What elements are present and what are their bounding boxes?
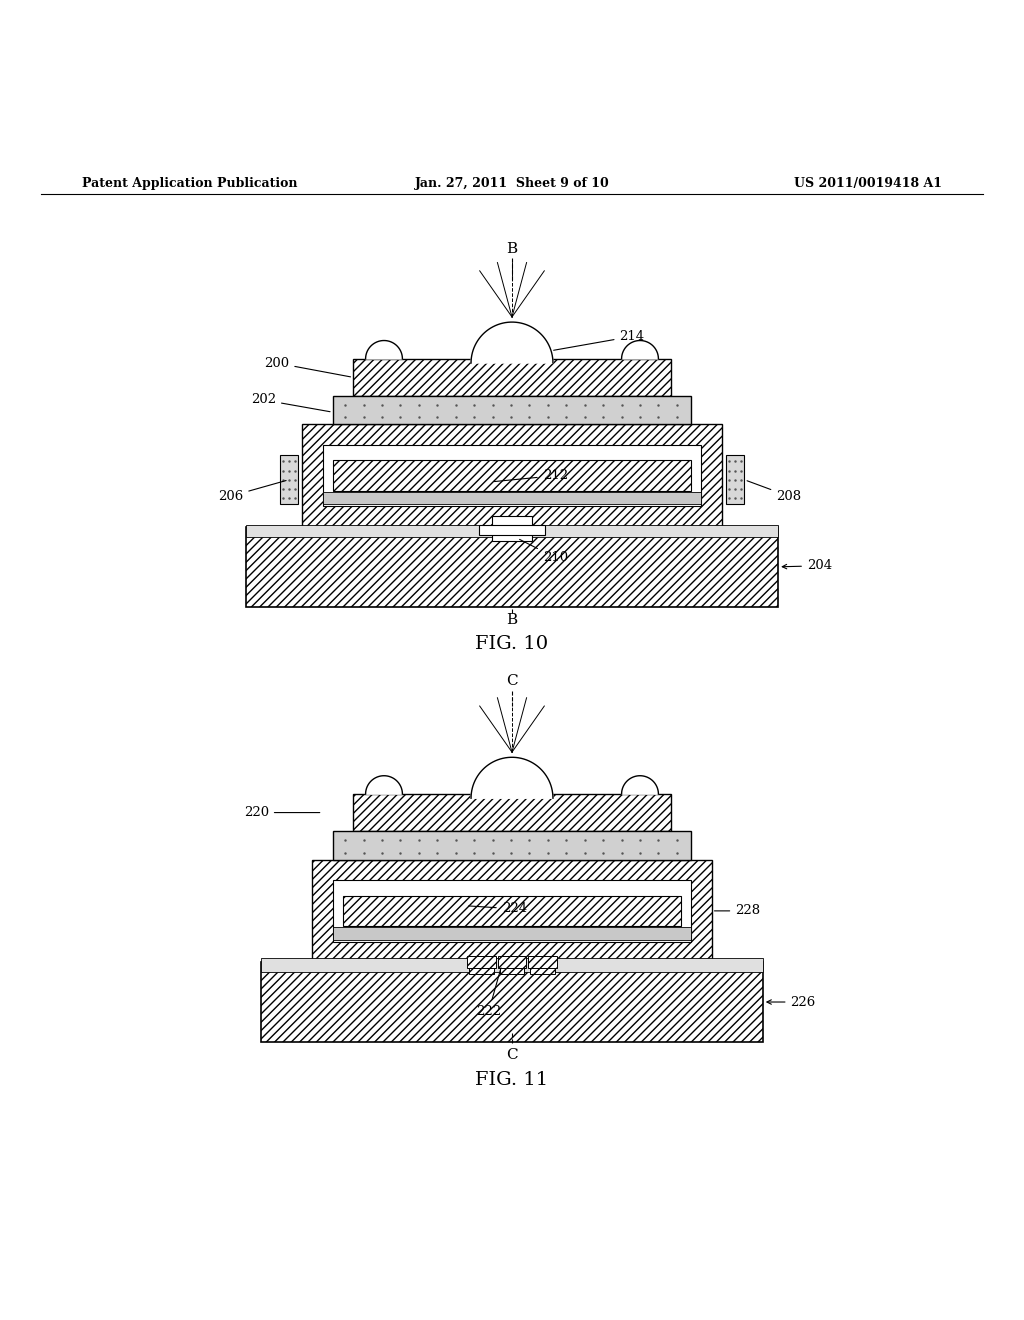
- Bar: [323, 445, 701, 507]
- Text: Patent Application Publication: Patent Application Publication: [82, 177, 297, 190]
- Bar: [333, 396, 691, 425]
- Text: B: B: [507, 242, 517, 256]
- Text: 228: 228: [715, 904, 761, 917]
- Polygon shape: [471, 758, 553, 799]
- Text: 224: 224: [469, 903, 527, 915]
- Text: 220: 220: [244, 807, 319, 820]
- Text: FIG. 10: FIG. 10: [475, 635, 549, 653]
- Bar: [343, 895, 681, 927]
- Bar: [498, 956, 526, 969]
- Bar: [479, 525, 545, 535]
- Text: Jan. 27, 2011  Sheet 9 of 10: Jan. 27, 2011 Sheet 9 of 10: [415, 177, 609, 190]
- Bar: [261, 962, 763, 1041]
- Text: 200: 200: [264, 356, 350, 378]
- Bar: [353, 359, 671, 396]
- Text: FIG. 11: FIG. 11: [475, 1071, 549, 1089]
- Bar: [261, 958, 763, 973]
- Text: 226: 226: [767, 995, 816, 1008]
- Bar: [528, 956, 557, 969]
- Text: 208: 208: [748, 480, 802, 503]
- Text: 202: 202: [251, 393, 330, 412]
- Bar: [302, 425, 722, 527]
- Polygon shape: [622, 776, 658, 795]
- Text: 210: 210: [519, 540, 568, 564]
- Polygon shape: [622, 341, 658, 359]
- Polygon shape: [366, 776, 402, 795]
- Text: C: C: [506, 673, 518, 688]
- Bar: [333, 461, 691, 491]
- Text: 204: 204: [782, 560, 833, 573]
- Bar: [246, 527, 778, 607]
- Bar: [469, 956, 494, 974]
- Bar: [333, 832, 691, 859]
- Bar: [246, 525, 778, 537]
- Text: 206: 206: [218, 480, 286, 503]
- Text: US 2011/0019418 A1: US 2011/0019418 A1: [794, 177, 942, 190]
- Polygon shape: [366, 341, 402, 359]
- Text: 222: 222: [476, 968, 502, 1018]
- Bar: [500, 956, 524, 974]
- Bar: [312, 859, 712, 962]
- Text: 212: 212: [495, 469, 568, 482]
- Bar: [467, 956, 496, 969]
- Bar: [492, 516, 532, 541]
- Bar: [323, 492, 701, 504]
- Bar: [280, 455, 298, 504]
- Bar: [530, 956, 555, 974]
- Text: 214: 214: [554, 330, 645, 350]
- Text: C: C: [506, 1048, 518, 1063]
- Bar: [333, 927, 691, 940]
- Bar: [353, 795, 671, 832]
- Text: B: B: [507, 612, 517, 627]
- Bar: [726, 455, 744, 504]
- Bar: [333, 880, 691, 941]
- Polygon shape: [471, 322, 553, 363]
